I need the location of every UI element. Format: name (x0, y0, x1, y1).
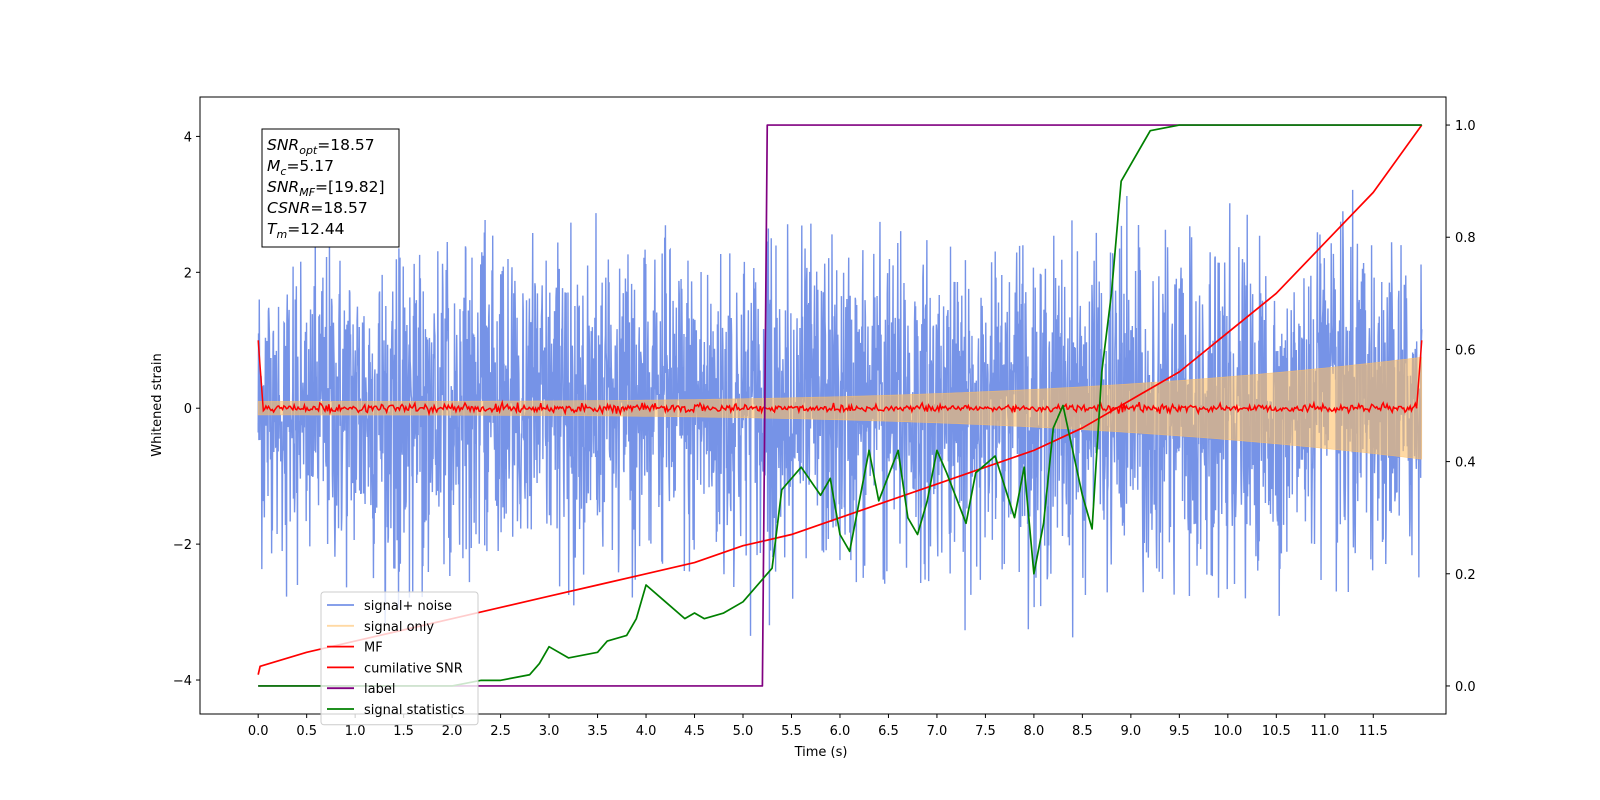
x-tick-label: 2.5 (490, 724, 511, 739)
legend-entry-signal-only: signal only (327, 620, 434, 635)
y-tick-label: 2 (184, 266, 192, 281)
x-tick-label: 5.0 (733, 724, 754, 739)
legend-label: signal only (364, 620, 434, 635)
legend-label: cumilative SNR (364, 661, 463, 676)
legend-label: MF (364, 641, 383, 656)
y-tick-label: 4 (184, 130, 192, 145)
annotation-tm: Tm=12.44 (267, 220, 345, 241)
legend-label: signal+ noise (364, 599, 452, 614)
x-tick-label: 1.0 (345, 724, 366, 739)
y2-tick-label: 0.6 (1455, 343, 1476, 358)
x-tick-label: 8.5 (1072, 724, 1093, 739)
x-tick-label: 11.0 (1310, 724, 1339, 739)
legend-entry-label: label (327, 682, 395, 697)
x-tick-label: 7.5 (975, 724, 996, 739)
annotation-snr-mf: SNRMF=[19.82] (267, 178, 385, 199)
x-tick-label: 0.0 (248, 724, 269, 739)
series-signal-statistics (258, 124, 1422, 687)
annotation-mc: Mc=5.17 (267, 157, 334, 178)
annotation-csnr: CSNR=18.57 (267, 199, 368, 217)
x-tick-label: 3.5 (587, 724, 608, 739)
legend-label: label (364, 682, 395, 697)
y2-tick-label: 0.2 (1455, 568, 1476, 583)
y2-tick-label: 0.4 (1455, 456, 1476, 471)
legend-entry-mf: MF (327, 641, 383, 656)
x-tick-label: 1.5 (393, 724, 414, 739)
annotation-snr-opt: SNRopt=18.57 (267, 136, 375, 157)
annotation-box: SNRopt=18.57 Mc=5.17 SNRMF=[19.82] CSNR=… (261, 128, 400, 248)
plot-area (257, 124, 1423, 687)
x-axis: 0.0 0.5 1.0 1.5 2.0 2.5 3.0 3.5 4.0 4.5 5.0 5.5 6.0 6… (248, 714, 1388, 739)
y2-tick-label: 1.0 (1455, 119, 1476, 134)
x-tick-label: 10.0 (1213, 724, 1242, 739)
y-axis-label: Whitened strain (150, 353, 165, 456)
legend-frame (320, 591, 479, 726)
legend-entry-cumilative-snr: cumilative SNR (327, 661, 463, 676)
y2-tick-label: 0.0 (1455, 680, 1476, 695)
x-tick-label: 6.5 (878, 724, 899, 739)
legend-entry-signal-noise: signal+ noise (327, 599, 452, 614)
x-tick-label: 6.0 (830, 724, 851, 739)
legend-entry-signal-statistics: signal statistics (327, 703, 465, 718)
x-tick-label: 5.5 (781, 724, 802, 739)
x-tick-label: 7.0 (927, 724, 948, 739)
y-axis-left: −4 −2 0 2 4 (173, 130, 200, 689)
x-tick-label: 11.5 (1359, 724, 1388, 739)
x-tick-label: 8.0 (1024, 724, 1045, 739)
x-tick-label: 9.0 (1121, 724, 1142, 739)
plot-frame (199, 96, 1447, 715)
y2-tick-label: 0.8 (1455, 231, 1476, 246)
x-tick-label: 4.5 (684, 724, 705, 739)
legend-label: signal statistics (364, 703, 465, 718)
y-axis-right: 0.0 0.2 0.4 0.6 0.8 1.0 (1446, 119, 1476, 695)
x-tick-label: 0.5 (296, 724, 317, 739)
series-mf (257, 340, 1423, 417)
x-tick-label: 4.0 (636, 724, 657, 739)
y-tick-label: 0 (184, 402, 192, 417)
x-tick-label: 2.0 (442, 724, 463, 739)
x-tick-label: 10.5 (1262, 724, 1291, 739)
x-axis-label: Time (s) (794, 745, 848, 760)
x-tick-label: 3.0 (539, 724, 560, 739)
y-tick-label: −2 (173, 538, 192, 553)
legend: signal+ noise signal only MF cumilative SNR… (320, 591, 479, 726)
x-tick-label: 9.5 (1169, 724, 1190, 739)
series-label (258, 124, 1422, 687)
y-tick-label: −4 (173, 674, 192, 689)
